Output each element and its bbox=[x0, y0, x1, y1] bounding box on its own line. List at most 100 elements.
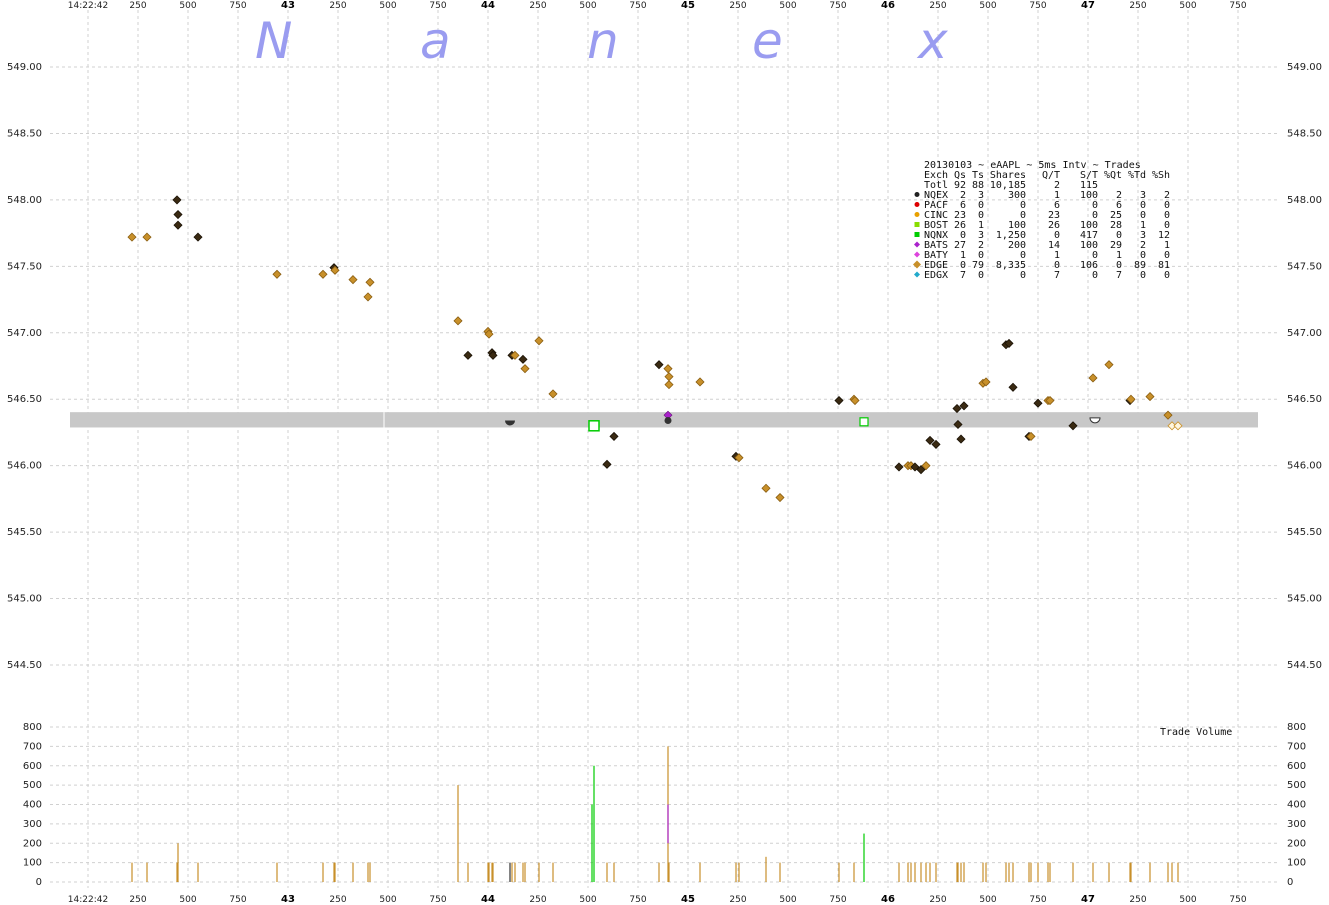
volume-tick-label-right: 700 bbox=[1287, 741, 1306, 752]
legend-row-cell: 27 bbox=[954, 240, 966, 251]
legend-row-cell: 79 bbox=[972, 260, 984, 271]
trade-point bbox=[534, 336, 544, 346]
x-tick-label-bottom: 750 bbox=[629, 895, 646, 905]
volume-tick-label-right: 100 bbox=[1287, 858, 1306, 869]
trade-points bbox=[127, 195, 1183, 503]
legend-row-cell: 0 bbox=[1164, 250, 1170, 261]
volume-tick-label-right: 500 bbox=[1287, 780, 1306, 791]
legend: 20130103 ~ eAAPL ~ 5ms Intv ~ TradesExch… bbox=[913, 160, 1170, 281]
quote-markers bbox=[505, 410, 1101, 432]
nbbo-band bbox=[70, 412, 1258, 428]
trade-point bbox=[664, 380, 674, 390]
trade-point bbox=[173, 209, 183, 220]
volume-axis: 800 800 700 700 600 600 500 500 400 400 300 300 200 2… bbox=[23, 722, 1306, 888]
trade-point bbox=[1126, 394, 1136, 404]
legend-row-cell: NQNX bbox=[924, 230, 948, 241]
legend-row-cell: 8,335 bbox=[996, 260, 1026, 271]
trade-point bbox=[921, 461, 931, 471]
legend-row-cell: 100 bbox=[1008, 220, 1026, 231]
x-tick-label-top: 47 bbox=[1081, 0, 1095, 11]
trade-point bbox=[173, 220, 183, 230]
grid-lines bbox=[50, 10, 1280, 888]
trade-point bbox=[488, 350, 498, 360]
x-tick-label-bottom: 750 bbox=[229, 895, 246, 905]
legend-row-cell: 0 bbox=[1116, 260, 1122, 271]
nqnx-marker bbox=[588, 420, 600, 432]
x-axis-top: 14:22:42 250 500 750 43 250 500 750 44 250 500 750 4… bbox=[68, 0, 1247, 11]
x-tick-label-top: 500 bbox=[779, 1, 796, 11]
x-tick-label-top: 250 bbox=[129, 1, 146, 11]
trade-point bbox=[850, 395, 860, 406]
trade-point bbox=[1163, 410, 1173, 420]
legend-symbol bbox=[914, 212, 920, 217]
legend-row-cell: 3 bbox=[978, 190, 984, 201]
trade-point bbox=[1145, 391, 1155, 402]
price-tick-label-right: 548.50 bbox=[1287, 128, 1322, 139]
legend-row-cell: 0 bbox=[1140, 210, 1146, 221]
volume-tick-label-left: 100 bbox=[23, 858, 42, 869]
price-tick-label-left: 548.50 bbox=[7, 128, 42, 139]
legend-row-cell: 2 bbox=[978, 240, 984, 251]
legend-row-cell: 2 bbox=[1164, 190, 1170, 201]
legend-symbol bbox=[914, 232, 920, 237]
trade-point bbox=[348, 275, 358, 285]
volume-tick-label-left: 700 bbox=[23, 741, 42, 752]
x-axis-bottom: 14:22:42 250 500 750 43 250 500 750 44 250 500 750 4… bbox=[68, 894, 1247, 905]
legend-symbol bbox=[914, 202, 920, 207]
trade-point bbox=[663, 364, 673, 374]
legend-header-cell: %Qt bbox=[1104, 170, 1122, 181]
legend-row-cell: 1 bbox=[1116, 250, 1122, 261]
trade-point bbox=[695, 377, 705, 387]
x-tick-label-bottom: 750 bbox=[1229, 895, 1246, 905]
legend-row-cell: 6 bbox=[1116, 200, 1122, 211]
x-tick-label-bottom: 500 bbox=[179, 895, 196, 905]
legend-row-cell: 14 bbox=[1048, 240, 1060, 251]
legend-row-cell: BATS bbox=[924, 240, 948, 251]
trade-point bbox=[925, 435, 935, 445]
volume-tick-label-left: 400 bbox=[23, 800, 42, 811]
price-tick-label-right: 545.50 bbox=[1287, 527, 1322, 538]
volume-title: Trade Volume bbox=[1160, 727, 1232, 738]
trade-point bbox=[654, 360, 664, 370]
trade-point bbox=[910, 462, 920, 472]
trade-point bbox=[463, 350, 473, 360]
trade-point bbox=[1026, 431, 1036, 441]
legend-row-cell: 2 bbox=[1140, 240, 1146, 251]
legend-row-cell: 0 bbox=[978, 270, 984, 281]
legend-total-cell: 2 bbox=[1054, 180, 1060, 191]
watermark-letter: e bbox=[752, 12, 783, 70]
trade-point bbox=[142, 232, 152, 242]
trade-point bbox=[761, 483, 771, 493]
trade-point bbox=[365, 277, 375, 287]
legend-header-cell: %Td bbox=[1128, 170, 1146, 181]
volume-tick-label-right: 600 bbox=[1287, 761, 1306, 772]
trade-point bbox=[363, 292, 373, 302]
volume-tick-label-right: 200 bbox=[1287, 838, 1306, 849]
legend-row-cell: 0 bbox=[1092, 270, 1098, 281]
trade-point bbox=[1088, 373, 1098, 383]
price-tick-label-right: 547.50 bbox=[1287, 261, 1322, 272]
nbbo-band-rect bbox=[70, 412, 1258, 428]
trade-point bbox=[664, 372, 674, 382]
legend-header-cell: Ts bbox=[972, 170, 984, 181]
legend-title: 20130103 ~ eAAPL ~ 5ms Intv ~ Trades bbox=[924, 160, 1141, 171]
legend-row-cell: 200 bbox=[1008, 240, 1026, 251]
x-tick-label-top: 750 bbox=[829, 1, 846, 11]
legend-total-cell: 92 bbox=[954, 180, 966, 191]
legend-symbol bbox=[914, 222, 920, 227]
x-tick-label-bottom: 250 bbox=[729, 895, 746, 905]
legend-row-cell: 0 bbox=[1020, 250, 1026, 261]
x-tick-label-top: 750 bbox=[229, 1, 246, 11]
price-tick-label-right: 545.00 bbox=[1287, 594, 1322, 605]
price-tick-label-right: 547.00 bbox=[1287, 328, 1322, 339]
trade-point bbox=[775, 492, 785, 503]
price-tick-label-left: 547.50 bbox=[7, 261, 42, 272]
x-tick-label-top: 750 bbox=[1229, 1, 1246, 11]
legend-total-cell: 88 bbox=[972, 180, 984, 191]
x-tick-label-bottom: 750 bbox=[429, 895, 446, 905]
legend-row-cell: 0 bbox=[1020, 270, 1026, 281]
legend-row-cell: 26 bbox=[954, 220, 966, 231]
price-axis: 549.00 549.00 548.50 548.50 548.00 548.00 547.… bbox=[7, 62, 1322, 671]
price-tick-label-right: 546.00 bbox=[1287, 461, 1322, 472]
price-tick-label-right: 549.00 bbox=[1287, 62, 1322, 73]
